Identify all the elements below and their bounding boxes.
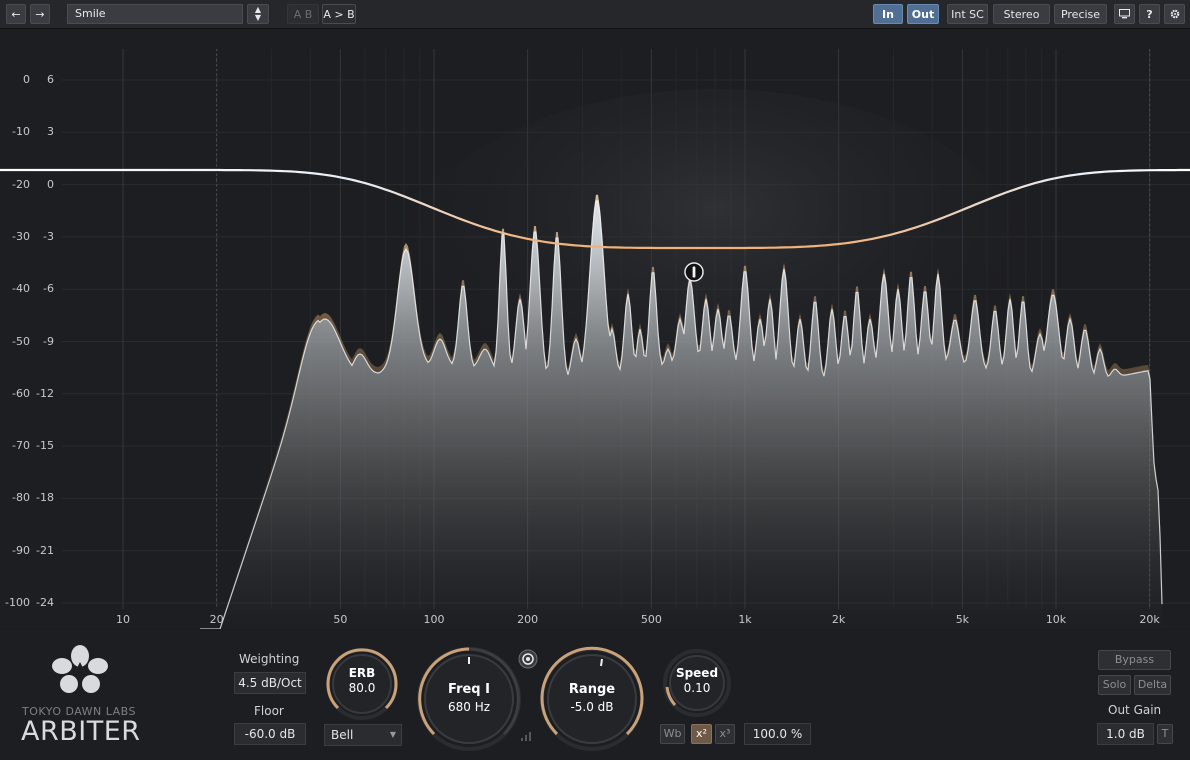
ab-toggle-button[interactable]: A B: [287, 4, 319, 24]
gain-scale-label: -18: [36, 491, 54, 505]
undo-button[interactable]: ←: [6, 4, 26, 24]
spectrum-analyzer[interactable]: [0, 29, 1190, 629]
frequency-label: Freq I: [448, 682, 490, 697]
erb-knob[interactable]: [324, 646, 400, 722]
weighting-field[interactable]: 4.5 dB/Oct: [234, 672, 306, 694]
brand-name: TOKYO DAWN LABS: [22, 705, 137, 718]
frequency-knob[interactable]: [414, 644, 524, 754]
chevron-down-icon: ▼: [254, 13, 262, 22]
weighting-label: Weighting: [239, 652, 300, 666]
gain-scale-label: -21: [36, 543, 54, 557]
gain-scale-label: -15: [36, 439, 54, 453]
int-sc-button[interactable]: Int SC: [947, 4, 988, 24]
speed-value: 0.10: [683, 681, 711, 695]
erb-label: ERB: [348, 666, 376, 680]
filter-shape-value: Bell: [331, 728, 354, 742]
frequency-axis-label: 10k: [1045, 613, 1067, 626]
chevron-up-icon: ▲: [254, 5, 262, 14]
out-gain-label: Out Gain: [1108, 703, 1162, 717]
gain-scale-label: -9: [43, 334, 54, 348]
gain-scale-label: 6: [47, 73, 54, 86]
monitor-icon: [1119, 9, 1130, 19]
gain-scale-label: -6: [43, 282, 54, 296]
floor-label: Floor: [254, 704, 284, 718]
spectrum-input-fill: [200, 200, 1162, 629]
db-scale-label: -100: [5, 596, 30, 609]
range-knob[interactable]: [537, 644, 647, 754]
frequency-axis-label: 2k: [831, 613, 846, 626]
stereo-button[interactable]: Stereo: [993, 4, 1050, 24]
gain-scale-label: -12: [36, 386, 54, 400]
gain-scale-label: -24: [36, 596, 54, 609]
preset-selector[interactable]: Smile: [67, 4, 243, 24]
arrow-right-icon: →: [35, 8, 45, 21]
frequency-axis-label: 200: [517, 613, 539, 626]
preset-stepper[interactable]: ▲ ▼: [247, 4, 269, 24]
range-label: Range: [568, 682, 616, 697]
bypass-button[interactable]: Bypass: [1098, 650, 1171, 670]
db-scale-label: -30: [12, 229, 30, 243]
solo-button[interactable]: Solo: [1098, 675, 1131, 695]
eq-curve: [0, 168, 1190, 250]
settings-button[interactable]: [1164, 4, 1185, 24]
chevron-down-icon: ▼: [389, 730, 396, 739]
wideband-button[interactable]: Wb: [660, 724, 685, 744]
db-scale-label: 0: [23, 73, 30, 86]
precise-button[interactable]: Precise: [1054, 4, 1107, 24]
tokyo-dawn-labs-logo-icon: [52, 645, 108, 693]
erb-value: 80.0: [348, 681, 376, 695]
redo-button[interactable]: →: [30, 4, 50, 24]
speed-label: Speed: [675, 666, 719, 680]
filter-shape-select[interactable]: Bell ▼: [324, 724, 402, 746]
arrow-left-icon: ←: [11, 8, 21, 21]
help-icon: ?: [1146, 8, 1153, 21]
db-scale-label: -70: [12, 439, 30, 453]
trim-button[interactable]: T: [1157, 724, 1173, 744]
db-scale-label: -90: [12, 543, 30, 557]
db-scale-label: -80: [12, 491, 30, 505]
monitor-in-button[interactable]: In: [873, 4, 903, 24]
mix-field[interactable]: 100.0 %: [744, 723, 811, 745]
speed-knob[interactable]: [661, 647, 733, 719]
frequency-axis-label: 10: [116, 613, 130, 626]
frequency-axis-label: 20k: [1139, 613, 1160, 626]
gain-scale-label: -3: [43, 229, 54, 243]
frequency-axis-label: 1k: [738, 613, 752, 626]
help-button[interactable]: ?: [1139, 4, 1160, 24]
product-name: ARBITER: [21, 716, 141, 747]
db-scale-label: -10: [12, 125, 30, 139]
control-panel: TOKYO DAWN LABS ARBITER Weighting 4.5 dB…: [0, 630, 1190, 760]
monitor-out-button[interactable]: Out: [907, 4, 939, 24]
copy-a-to-b-button[interactable]: A > B: [322, 4, 356, 24]
x3-button[interactable]: x³: [715, 724, 735, 744]
frequency-value: 680 Hz: [447, 700, 491, 714]
band-handle[interactable]: [684, 262, 704, 282]
gear-icon: [1170, 9, 1179, 19]
toolbar: ← → Smile ▲ ▼ A B A > B In Out Int SC Ste…: [0, 0, 1190, 29]
target-icon[interactable]: [518, 649, 538, 669]
frequency-axis-label: 50: [333, 613, 348, 626]
out-gain-field[interactable]: 1.0 dB: [1097, 723, 1154, 745]
db-scale-label: -20: [12, 177, 30, 191]
gain-scale-label: 3: [47, 125, 54, 139]
frequency-axis-label: 5k: [955, 613, 970, 626]
delta-button[interactable]: Delta: [1134, 675, 1171, 695]
x2-button[interactable]: x²: [691, 724, 712, 744]
frequency-axis-label: 100: [423, 613, 445, 626]
frequency-axis-label: 20: [209, 613, 224, 626]
db-scale-label: -40: [12, 282, 30, 296]
db-scale-label: -60: [12, 386, 30, 400]
bars-icon[interactable]: [520, 730, 534, 742]
range-value: -5.0 dB: [570, 700, 614, 714]
spectrum-input-edge: [200, 200, 1163, 629]
frequency-axis-label: 500: [640, 613, 662, 626]
db-scale-label: -50: [12, 334, 30, 348]
display-settings-button[interactable]: [1114, 4, 1135, 24]
floor-field[interactable]: -60.0 dB: [234, 723, 306, 745]
spectrum-display[interactable]: 0 -10 -20 -30 -40 -50 -60 -70 -80 -90 -100 6 3 0 -3 -6 -…: [0, 29, 1190, 629]
gain-scale-label: 0: [47, 177, 54, 191]
